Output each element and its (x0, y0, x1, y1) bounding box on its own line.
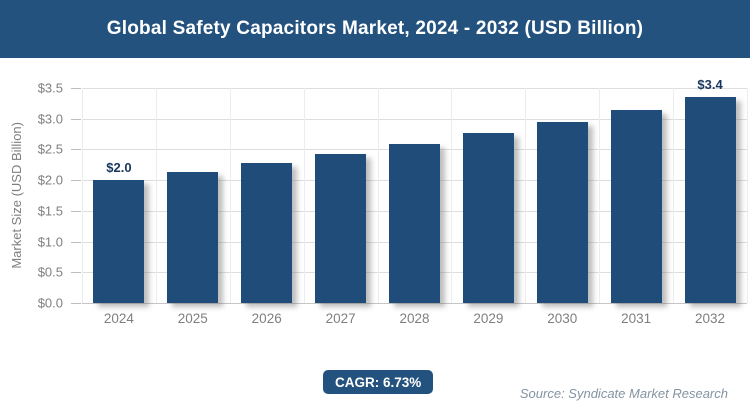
y-axis-title-text: Market Size (USD Billion) (8, 122, 24, 269)
x-tick-label-2027: 2027 (325, 311, 356, 326)
bar-2029 (462, 132, 514, 303)
y-tick-label: $1.0 (37, 234, 63, 250)
x-tick-label-2029: 2029 (473, 311, 504, 326)
y-tick-mark (71, 118, 81, 120)
gridline-v (599, 88, 601, 303)
bar-2026 (241, 162, 293, 303)
gridline-v (303, 88, 305, 303)
y-tick-mark (71, 241, 81, 243)
source-credit: Source: Syndicate Market Research (519, 386, 728, 401)
gridline-v (451, 88, 453, 303)
y-tick-label: $0.0 (37, 295, 63, 311)
y-tick-mark (71, 180, 81, 182)
y-tick-label: $3.0 (37, 111, 63, 127)
y-tick-mark (71, 210, 81, 212)
x-tick-label-2032: 2032 (695, 311, 726, 326)
bar-2024 (93, 180, 145, 303)
chart-title-banner: Global Safety Capacitors Market, 2024 - … (0, 0, 750, 58)
y-tick-mark (71, 88, 81, 89)
chart-title: Global Safety Capacitors Market, 2024 - … (106, 18, 644, 39)
x-axis-line (82, 303, 747, 304)
y-tick-label: $3.5 (37, 80, 63, 96)
bar-value-label-2032: $3.4 (697, 76, 723, 92)
gridline-h (82, 118, 747, 120)
gridline-v (82, 88, 83, 303)
y-tick-mark (71, 272, 81, 274)
bar-2031 (610, 109, 662, 303)
y-tick-mark (71, 303, 81, 304)
x-tick-label-2025: 2025 (177, 311, 208, 326)
x-tick-label-2031: 2031 (621, 311, 652, 326)
bar-2027 (315, 153, 367, 303)
y-tick-label: $2.5 (37, 141, 63, 157)
gridline-h (82, 88, 747, 89)
gridline-v (377, 88, 379, 303)
x-tick-label-2028: 2028 (399, 311, 430, 326)
gridline-v (525, 88, 527, 303)
x-tick-label-2030: 2030 (547, 311, 578, 326)
bar-2032 (684, 96, 736, 303)
bar-2025 (167, 172, 219, 303)
x-tick-label-2026: 2026 (251, 311, 282, 326)
x-tick-label-2024: 2024 (103, 311, 134, 326)
gridline-v (747, 88, 748, 303)
bar-2030 (536, 121, 588, 303)
y-tick-label: $1.5 (37, 203, 63, 219)
bar-2028 (389, 143, 440, 303)
y-axis-title: Market Size (USD Billion) (6, 88, 26, 303)
y-tick-mark (71, 149, 81, 151)
cagr-badge: CAGR: 6.73% (323, 370, 434, 394)
cagr-badge-label: CAGR: 6.73% (335, 374, 422, 390)
gridline-v (155, 88, 157, 303)
gridline-v (673, 88, 675, 303)
y-tick-label: $2.0 (37, 172, 63, 188)
y-tick-label: $0.5 (37, 264, 63, 280)
bar-value-label-2024: $2.0 (106, 160, 132, 176)
plot-area: $2.0 $3.4 (82, 77, 748, 304)
gridline-v (229, 88, 231, 303)
